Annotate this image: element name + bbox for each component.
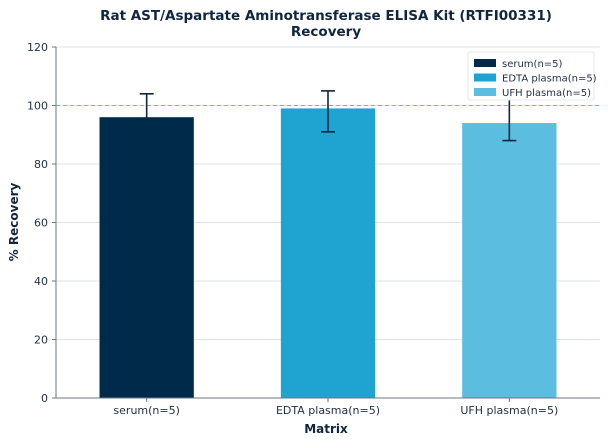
bars: [99, 108, 557, 399]
x-tick-label: serum(n=5): [113, 404, 179, 417]
bar: [280, 108, 376, 399]
x-axis-label: Matrix: [304, 422, 348, 436]
legend-label: UFH plasma(n=5): [502, 88, 591, 99]
legend: serum(n=5) EDTA plasma(n=5) UFH plasma(n=5…: [467, 51, 597, 101]
legend-label: EDTA plasma(n=5): [502, 74, 597, 85]
legend-swatch: [474, 88, 496, 96]
legend-swatch: [474, 59, 496, 67]
y-axis-label: % Recovery: [7, 183, 21, 262]
y-tick-label: 20: [34, 334, 48, 347]
legend-label: serum(n=5): [502, 59, 563, 70]
y-tick-label: 80: [34, 158, 48, 171]
y-tick-labels: 0 20 40 60 80 100 120: [27, 41, 56, 405]
x-tick-label: EDTA plasma(n=5): [276, 404, 380, 417]
chart-title: Rat AST/Aspartate Aminotransferase ELISA…: [100, 8, 552, 24]
x-tick-labels: serum(n=5) EDTA plasma(n=5) UFH plasma(n=5…: [113, 398, 558, 417]
y-tick-label: 40: [34, 275, 48, 288]
bar: [99, 117, 194, 398]
y-tick-label: 60: [34, 217, 48, 230]
legend-box: [467, 51, 595, 101]
legend-swatch: [474, 73, 496, 82]
y-tick-label: 0: [41, 392, 48, 405]
x-tick-label: UFH plasma(n=5): [460, 404, 558, 417]
chart-subtitle: Recovery: [291, 24, 361, 40]
bar: [462, 123, 557, 399]
y-tick-label: 120: [27, 41, 48, 54]
y-tick-label: 100: [27, 100, 48, 113]
